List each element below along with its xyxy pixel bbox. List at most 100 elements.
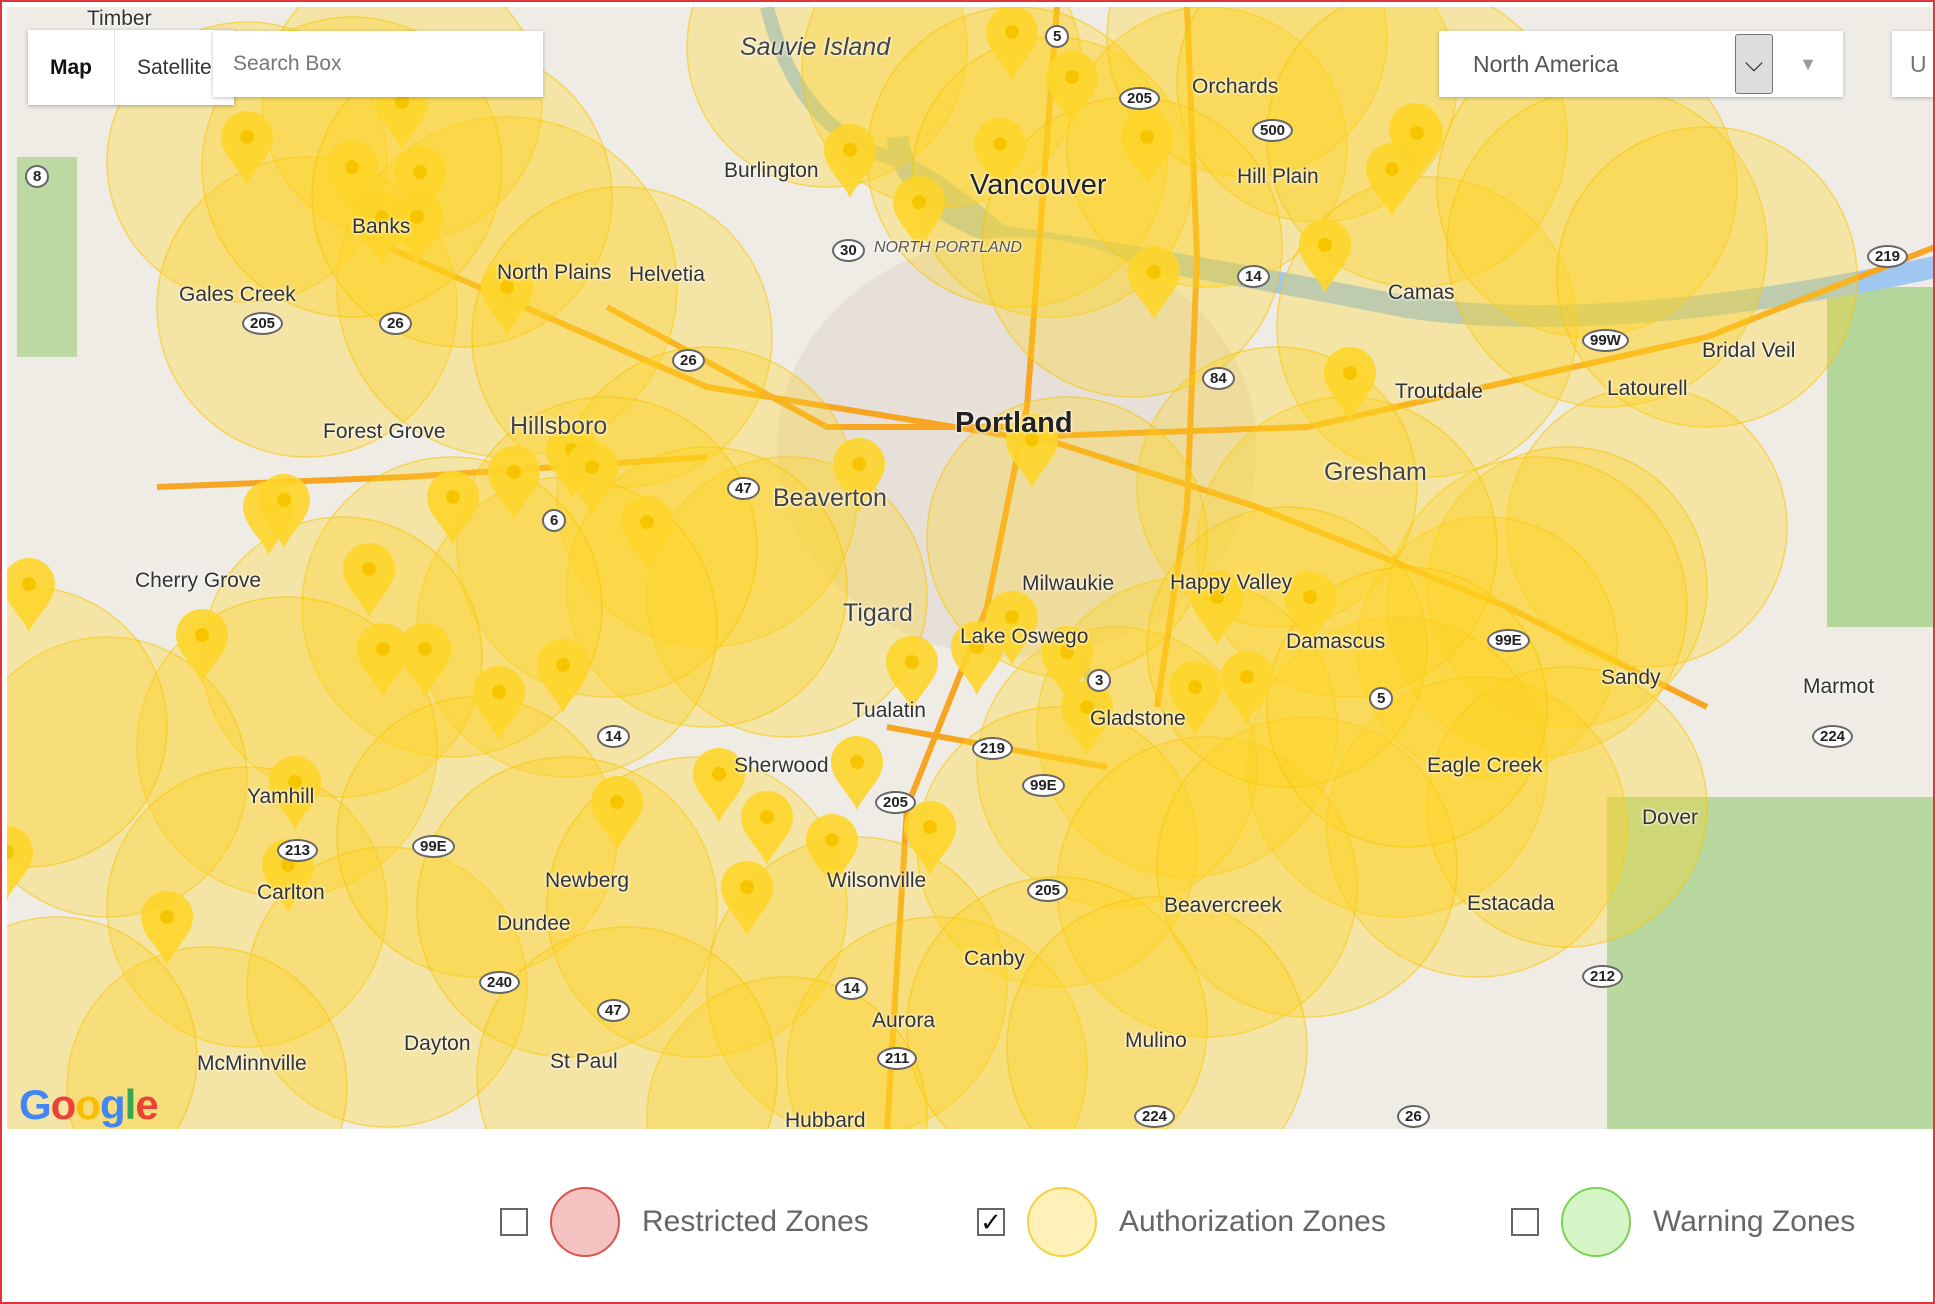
zone-marker-pin[interactable]: [427, 471, 479, 545]
zone-marker-pin[interactable]: [1046, 51, 1098, 125]
zone-marker-pin[interactable]: [537, 639, 589, 713]
authorization-zone[interactable]: [646, 456, 928, 738]
pin-dot: [1025, 433, 1039, 447]
extra-control[interactable]: U: [1892, 31, 1933, 97]
zone-marker-pin[interactable]: [1006, 414, 1058, 488]
zone-marker-pin[interactable]: [986, 591, 1038, 665]
authorization-zone[interactable]: [646, 976, 928, 1129]
region-select[interactable]: North America ⌵ ▼: [1439, 31, 1843, 97]
zone-marker-pin[interactable]: [831, 736, 883, 810]
zone-marker-pin[interactable]: [693, 748, 745, 822]
restricted-zones-checkbox[interactable]: [500, 1208, 528, 1236]
zone-marker-pin[interactable]: [621, 496, 673, 570]
zone-marker-pin[interactable]: [481, 261, 533, 335]
zone-marker-pin[interactable]: [269, 756, 321, 830]
legend-warning: Warning Zones: [1511, 1182, 1855, 1262]
zone-marker-pin[interactable]: [326, 141, 378, 215]
authorization-zone[interactable]: [906, 876, 1208, 1129]
zone-marker-pin[interactable]: [356, 191, 408, 265]
pin-dot: [492, 685, 506, 699]
authorization-zone[interactable]: [1136, 346, 1418, 628]
pin-dot: [1005, 25, 1019, 39]
authorization-zone[interactable]: [786, 916, 1088, 1129]
zone-marker-pin[interactable]: [833, 438, 885, 512]
zone-marker-pin[interactable]: [7, 826, 33, 900]
authorization-zone[interactable]: [1426, 666, 1708, 948]
zone-marker-pin[interactable]: [1299, 219, 1351, 293]
zone-marker-pin[interactable]: [823, 123, 877, 198]
zone-marker-pin[interactable]: [1324, 347, 1376, 421]
place-label: Gresham: [1324, 458, 1427, 486]
authorization-zone[interactable]: [246, 846, 528, 1128]
zone-marker-pin[interactable]: [1128, 246, 1180, 320]
zone-marker-pin[interactable]: [394, 146, 446, 220]
map-type-satellite-button[interactable]: Satellite: [137, 56, 212, 79]
zone-marker-pin[interactable]: [566, 441, 618, 515]
authorization-zone[interactable]: [66, 946, 348, 1129]
zone-marker-pin[interactable]: [951, 621, 1003, 695]
authorization-zone[interactable]: [7, 916, 198, 1129]
place-label: Gales Creek: [179, 283, 296, 306]
pin-dot: [610, 795, 624, 809]
zone-marker-pin[interactable]: [399, 623, 451, 697]
zone-marker-pin[interactable]: [1041, 626, 1093, 700]
zone-marker-pin[interactable]: [1221, 651, 1273, 725]
zone-marker-pin[interactable]: [986, 7, 1038, 80]
zone-marker-pin[interactable]: [721, 861, 773, 935]
dropdown-arrow-icon[interactable]: ▼: [1799, 53, 1817, 74]
authorization-zone[interactable]: [106, 766, 388, 1048]
authorization-zone[interactable]: [1506, 386, 1788, 668]
zone-marker-pin[interactable]: [141, 891, 193, 965]
zone-marker-pin[interactable]: [357, 623, 409, 697]
search-input[interactable]: [213, 31, 543, 97]
zone-marker-pin[interactable]: [886, 636, 938, 710]
zone-marker-pin[interactable]: [1284, 571, 1336, 645]
zone-marker-pin[interactable]: [1169, 661, 1221, 735]
authorization-zone[interactable]: [1266, 566, 1548, 848]
authorization-zone[interactable]: [1006, 896, 1308, 1129]
route-shield: 219: [1867, 245, 1909, 268]
pin-dot: [1147, 265, 1161, 279]
place-label: Dover: [1642, 806, 1699, 829]
zone-marker-pin[interactable]: [1191, 571, 1243, 645]
zone-marker-pin[interactable]: [175, 608, 229, 683]
warning-zones-checkbox[interactable]: [1511, 1208, 1539, 1236]
authorization-zone[interactable]: [686, 7, 968, 188]
zone-marker-pin[interactable]: [591, 776, 643, 850]
authorization-zone[interactable]: [1066, 7, 1348, 288]
route-shield: 47: [597, 999, 630, 1022]
zone-marker-pin[interactable]: [473, 666, 525, 740]
authorization-zone[interactable]: [1556, 126, 1858, 428]
zone-marker-pin[interactable]: [741, 791, 793, 865]
authorization-zone[interactable]: [476, 926, 778, 1129]
zone-marker-pin[interactable]: [7, 558, 55, 632]
zone-marker-pin[interactable]: [221, 111, 273, 185]
zone-marker-pin[interactable]: [1061, 681, 1113, 755]
authorization-zone[interactable]: [1036, 576, 1338, 878]
zone-marker-pin[interactable]: [1366, 143, 1418, 217]
pin-dot: [1303, 590, 1317, 604]
pin-dot: [843, 143, 857, 157]
authorization-zone[interactable]: [1326, 676, 1628, 978]
zone-marker-pin[interactable]: [1121, 111, 1173, 185]
zone-marker-pin[interactable]: [343, 543, 395, 617]
authorization-zone[interactable]: [1246, 616, 1548, 918]
map-canvas[interactable]: Timber Sauvie Island Orchards Hill Plain…: [7, 7, 1933, 1129]
zone-marker-pin[interactable]: [1391, 107, 1443, 181]
place-label: NORTH PORTLAND: [874, 239, 1022, 256]
pin-dot: [395, 95, 409, 109]
pin-dot: [1140, 130, 1154, 144]
zone-marker-pin[interactable]: [893, 176, 945, 250]
authorization-zones-checkbox[interactable]: ✓: [977, 1208, 1005, 1236]
map-type-map-button[interactable]: Map: [28, 30, 115, 105]
zone-marker-pin[interactable]: [258, 474, 310, 548]
chevron-down-icon[interactable]: ⌵: [1735, 34, 1773, 94]
zone-marker-pin[interactable]: [974, 118, 1026, 192]
zone-marker-pin[interactable]: [904, 801, 956, 875]
restricted-zones-label: Restricted Zones: [642, 1205, 869, 1238]
zone-marker-pin[interactable]: [488, 446, 540, 520]
authorization-zone[interactable]: [1106, 7, 1388, 178]
authorization-zone[interactable]: [1156, 716, 1458, 1018]
zone-marker-pin[interactable]: [806, 814, 858, 888]
route-shield: 14: [1237, 265, 1270, 288]
